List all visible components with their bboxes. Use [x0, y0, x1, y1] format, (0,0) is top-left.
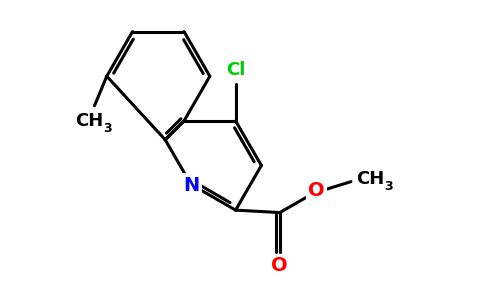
- Text: O: O: [308, 182, 325, 200]
- Text: 3: 3: [384, 180, 393, 193]
- Text: 3: 3: [104, 122, 112, 135]
- Text: CH: CH: [76, 112, 104, 130]
- Text: CH: CH: [356, 170, 385, 188]
- Text: Cl: Cl: [226, 61, 245, 79]
- Text: N: N: [183, 176, 199, 195]
- Text: O: O: [272, 256, 288, 275]
